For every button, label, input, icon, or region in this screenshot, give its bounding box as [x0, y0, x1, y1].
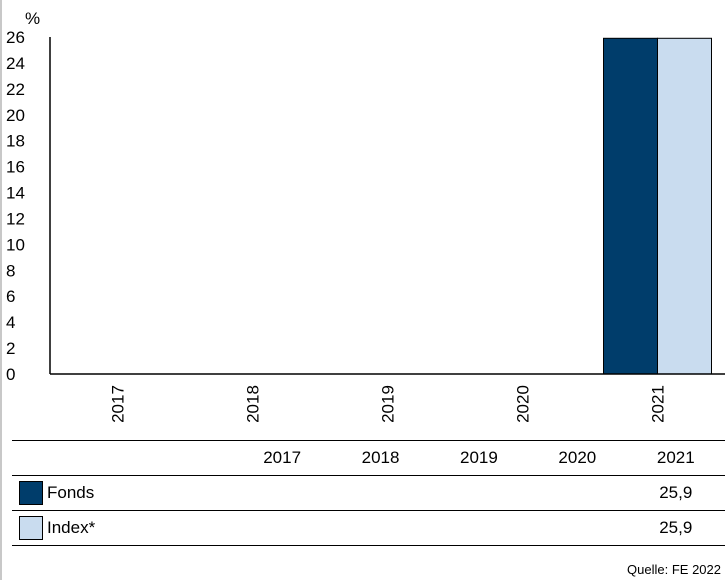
- y-tick-label: 8: [6, 261, 15, 280]
- x-tick-label: 2017: [109, 385, 128, 423]
- legend-swatch-fonds: [19, 481, 43, 505]
- table-header-year: 2017: [263, 448, 302, 467]
- legend-entry-index: Index*: [12, 511, 233, 546]
- table-cell: [331, 476, 429, 511]
- table-header-year: 2020: [558, 448, 597, 467]
- table-cell: [430, 511, 528, 546]
- table-cell: [331, 511, 429, 546]
- y-tick-label: 6: [6, 287, 15, 306]
- table-row-index: Index* 25,9: [12, 510, 725, 546]
- table-header-row: 2017 2018 2019 2020 2021: [12, 440, 725, 476]
- x-tick-label: 2018: [244, 385, 263, 423]
- y-tick-label: 24: [6, 54, 25, 73]
- x-tick-label: 2020: [514, 385, 533, 423]
- bar-fonds: [603, 37, 658, 375]
- table-cell: [430, 476, 528, 511]
- y-tick-label: 2: [6, 339, 15, 358]
- source-note: Quelle: FE 2022: [627, 562, 721, 577]
- y-tick-label: 26: [6, 28, 25, 47]
- table-cell: [233, 511, 331, 546]
- bar-index: [657, 37, 712, 375]
- legend-entry-fonds: Fonds: [12, 476, 233, 511]
- legend-label-index: Index*: [47, 518, 96, 537]
- y-tick-label: 10: [6, 235, 25, 254]
- data-table: 2017 2018 2019 2020 2021 Fonds 25,9 Inde…: [12, 440, 725, 546]
- table-header-blank: [12, 441, 233, 476]
- table-row-fonds: Fonds 25,9: [12, 475, 725, 511]
- x-tick-label: 2019: [379, 385, 398, 423]
- table-header-year: 2019: [460, 448, 498, 467]
- table-cell: [528, 511, 626, 546]
- x-tick-label: 2021: [649, 385, 668, 423]
- table-cell: 25,9: [659, 483, 693, 502]
- table-cell: [528, 476, 626, 511]
- x-axis-ticks: 2017 2018 2019 2020 2021: [109, 385, 668, 423]
- table-header-year: 2018: [361, 448, 400, 467]
- y-tick-label: 0: [6, 365, 15, 384]
- y-tick-label: 4: [6, 313, 15, 332]
- y-tick-label: 20: [6, 106, 25, 125]
- table-cell: [233, 476, 331, 511]
- legend-swatch-index: [19, 516, 43, 540]
- legend-label-fonds: Fonds: [47, 483, 95, 502]
- page-left-rule: [0, 0, 2, 580]
- bars: [603, 37, 712, 375]
- y-tick-label: 16: [6, 158, 25, 177]
- y-tick-label: 14: [6, 184, 25, 203]
- y-unit-label: %: [25, 9, 40, 28]
- y-tick-label: 12: [6, 209, 25, 228]
- table-cell: 25,9: [659, 518, 693, 537]
- y-tick-label: 22: [6, 80, 25, 99]
- y-tick-label: 18: [6, 132, 25, 151]
- table-header-year: 2021: [656, 448, 695, 467]
